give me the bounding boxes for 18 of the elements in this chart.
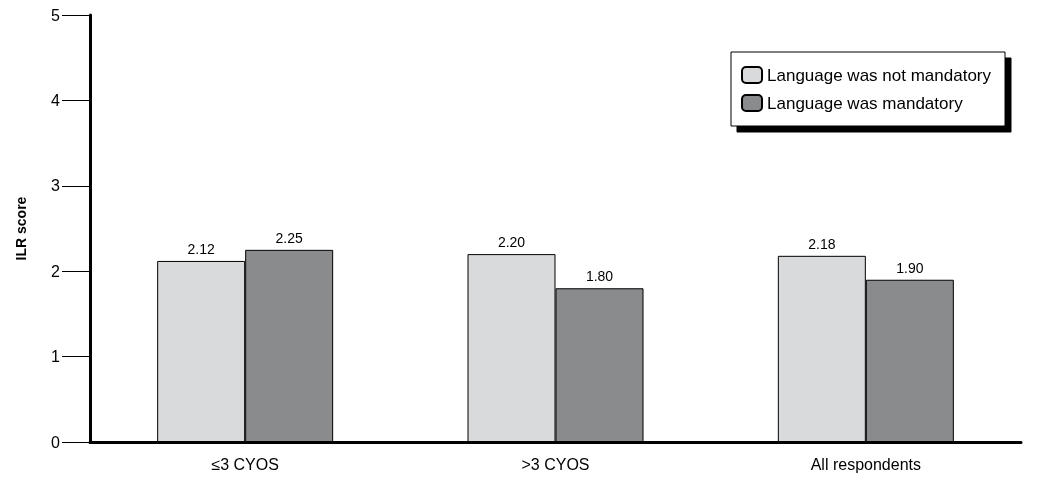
x-tick-label: >3 CYOS bbox=[521, 455, 590, 473]
data-label: 2.25 bbox=[275, 229, 303, 246]
x-tick-label: ≤3 CYOS bbox=[211, 455, 279, 473]
y-tick-label: 2 bbox=[51, 262, 61, 280]
legend-label: Language was not mandatory bbox=[767, 65, 992, 85]
y-axis-title: ILR score bbox=[13, 196, 29, 261]
y-tick-label: 5 bbox=[51, 6, 61, 24]
data-label: 2.20 bbox=[497, 234, 526, 251]
y-tick-label: 1 bbox=[51, 348, 61, 366]
x-tick-label: All respondents bbox=[810, 455, 921, 473]
y-tick-label: 4 bbox=[51, 91, 61, 109]
legend-label: Language was mandatory bbox=[767, 93, 964, 113]
y-tick-label: 0 bbox=[51, 433, 61, 451]
y-tick-label: 3 bbox=[51, 177, 61, 195]
data-label: 1.90 bbox=[896, 259, 924, 276]
data-label: 1.80 bbox=[585, 268, 614, 285]
data-label: 2.18 bbox=[808, 235, 836, 252]
data-label: 2.12 bbox=[187, 240, 215, 257]
